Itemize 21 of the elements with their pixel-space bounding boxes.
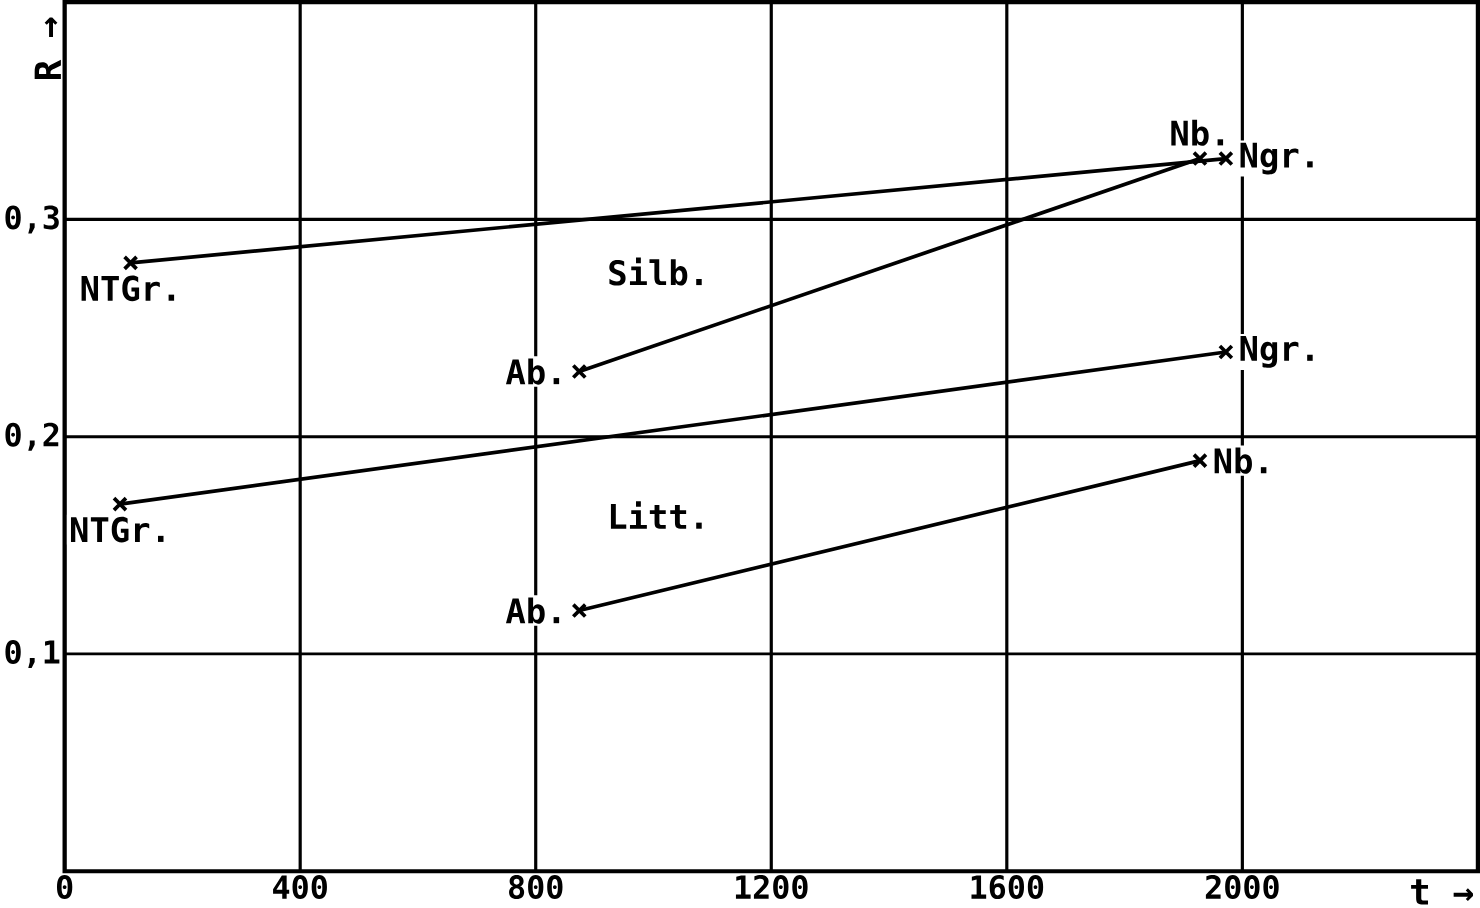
annotation: Ab. <box>505 597 560 624</box>
annotation: Ab. <box>505 358 560 385</box>
x-tick-label: 800 <box>509 875 563 900</box>
annotation: NTGr. <box>81 275 175 302</box>
x-tick-label: 400 <box>273 875 327 900</box>
x-tick-label: 1200 <box>735 875 808 900</box>
y-tick-label: 0,2 <box>5 422 59 451</box>
x-tick-label: 0 <box>56 875 73 900</box>
annotation: Nb. <box>1214 447 1267 474</box>
annotation: NTGr. <box>70 516 164 543</box>
annotation: Litt. <box>610 501 702 529</box>
annotation: Ngr. <box>1240 336 1313 368</box>
x-tick-label: 2000 <box>1205 875 1279 900</box>
y-tick-label: 0,3 <box>5 205 59 234</box>
x-tick-label: 1600 <box>971 875 1044 900</box>
y-axis-title: R → <box>34 17 61 80</box>
annotation: Silb. <box>609 257 702 286</box>
annotation: Ngr. <box>1240 142 1313 175</box>
y-tick-label: 0,1 <box>5 639 60 668</box>
annotation: Nb. <box>1171 119 1224 146</box>
x-axis-title: t → <box>1411 879 1473 905</box>
